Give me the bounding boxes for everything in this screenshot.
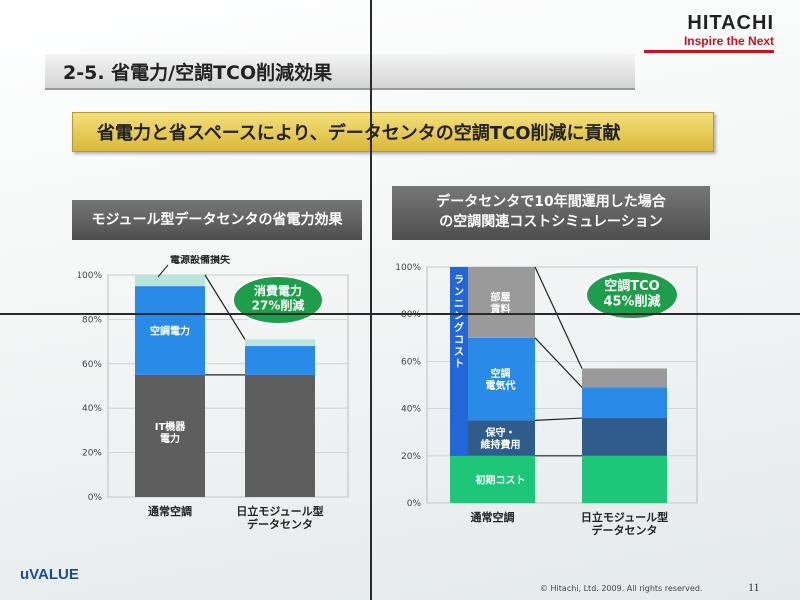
callout-text: 消費電力 27%削減 xyxy=(252,283,305,312)
brand-name: HITACHI xyxy=(687,12,774,34)
right-heading-line-2: の空調関連コストシミュレーション xyxy=(439,214,663,230)
y-tick-label: 0% xyxy=(407,499,422,509)
bar-segment xyxy=(450,455,535,503)
message-banner: 省電力と省スペースにより、データセンタの空調TCO削減に貢献 xyxy=(72,112,714,152)
callout-bubble xyxy=(232,275,324,325)
leader-line xyxy=(157,264,169,278)
series-label: 空調電気代 xyxy=(486,367,516,392)
banner-text: 省電力と省スペースにより、データセンタの空調TCO削減に貢献 xyxy=(97,123,621,144)
series-label: 初期コスト xyxy=(476,473,526,486)
y-tick-label: 80% xyxy=(82,315,102,325)
y-tick-label: 40% xyxy=(82,404,102,414)
connector-line xyxy=(204,274,246,340)
group-label: ランニングコスト xyxy=(454,274,464,370)
display-seam-horizontal xyxy=(0,313,800,315)
bar-segment xyxy=(582,455,667,503)
slide-title-bar: 2-5. 省電力/空調TCO削減効果 xyxy=(45,54,635,90)
y-tick-label: 100% xyxy=(78,271,102,281)
copyright-text: © Hitachi, Ltd. 2009. All rights reserve… xyxy=(540,584,703,593)
bar-segment xyxy=(135,275,205,287)
connector-line xyxy=(534,266,583,369)
y-tick-label: 60% xyxy=(401,357,421,367)
bar-segment xyxy=(245,339,315,347)
bar-segment xyxy=(135,374,205,497)
left-chart-heading: モジュール型データセンタの省電力効果 xyxy=(72,200,362,240)
brand-tagline: Inspire the Next xyxy=(683,34,774,48)
y-tick-label: 20% xyxy=(401,452,421,462)
y-tick-label: 40% xyxy=(401,405,421,415)
series-label: 電源設備損失 xyxy=(170,255,231,266)
slide-title: 2-5. 省電力/空調TCO削減効果 xyxy=(63,62,333,84)
y-tick-label: 80% xyxy=(401,310,421,320)
x-category-label: 日立モジュール型データセンタ xyxy=(236,504,323,531)
series-label: 保守・維持費用 xyxy=(481,426,521,451)
y-tick-label: 100% xyxy=(395,263,421,273)
y-tick-label: 20% xyxy=(82,449,102,459)
x-category-label: 通常空調 xyxy=(148,504,192,518)
bar-segment xyxy=(245,346,315,375)
hitachi-logo: HITACHI Inspire the Next xyxy=(644,10,774,53)
y-tick-label: 0% xyxy=(88,493,103,503)
x-category-label: 日立モジュール型データセンタ xyxy=(581,510,668,537)
connector-line xyxy=(534,337,583,388)
bar-segment xyxy=(582,418,667,456)
callout-text: 空調TCO 45%削減 xyxy=(603,278,660,310)
right-chart-heading: データセンタで10年間運用した場合 の空調関連コストシミュレーション xyxy=(392,186,710,240)
bar-segment xyxy=(582,387,667,419)
x-category-label: 通常空調 xyxy=(471,510,515,524)
uvalue-logo: uVALUE xyxy=(20,566,79,583)
page-number: 11 xyxy=(748,580,760,594)
connector-line xyxy=(534,417,583,421)
series-label: 部屋賃料 xyxy=(490,290,511,315)
tco-simulation-chart: 0% 20% 40% 60% 80% 100% 通常空調 日立モジュール型データセンタ ランニン… xyxy=(395,263,698,537)
bar-segment xyxy=(245,374,315,497)
bar-segment xyxy=(135,286,205,375)
series-label: 空調電力 xyxy=(150,325,190,338)
series-label: IT機器電力 xyxy=(155,420,187,445)
bar-segment xyxy=(582,368,667,388)
right-heading-line-1: データセンタで10年間運用した場合 xyxy=(436,194,666,210)
y-tick-label: 60% xyxy=(82,360,102,370)
callout-bubble xyxy=(585,270,679,320)
display-seam-vertical xyxy=(370,0,372,600)
power-saving-chart: 0% 20% 40% 60% 80% 100% 通常空調 日立モジュール型データセンタ IT機器… xyxy=(78,255,349,531)
